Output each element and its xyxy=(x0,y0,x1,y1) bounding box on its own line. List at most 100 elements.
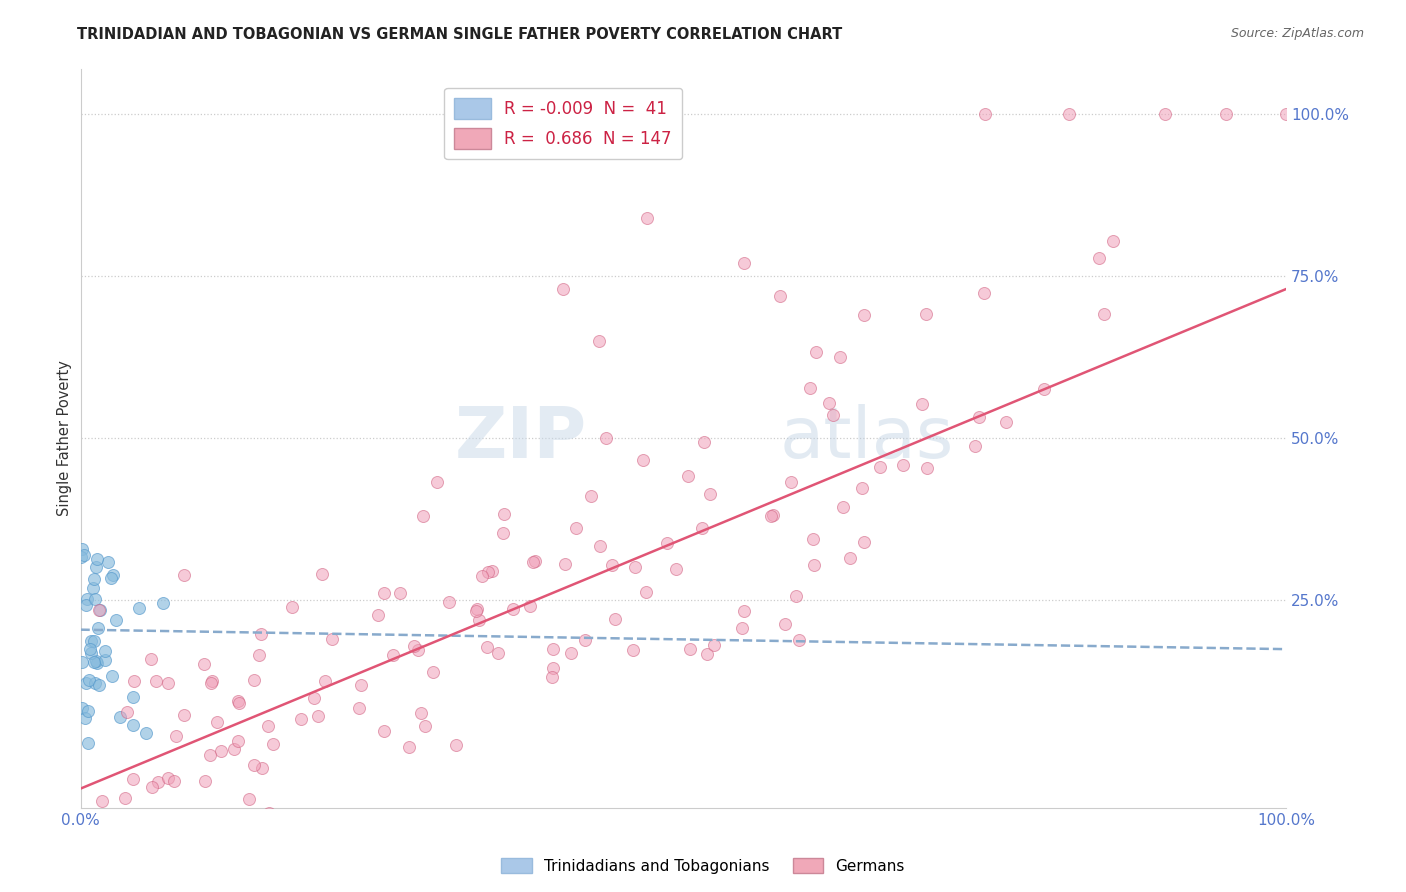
Point xyxy=(262,738,284,752)
Point xyxy=(832,500,855,515)
Point xyxy=(853,308,876,322)
Point xyxy=(1087,251,1109,265)
Point xyxy=(911,397,934,411)
Point xyxy=(492,525,515,540)
Point xyxy=(76,591,98,606)
Point xyxy=(367,607,389,622)
Point xyxy=(524,554,547,568)
Point xyxy=(250,627,273,641)
Point xyxy=(115,706,138,720)
Point xyxy=(624,560,647,574)
Point xyxy=(152,596,174,610)
Point xyxy=(636,211,658,225)
Point xyxy=(238,791,260,805)
Point xyxy=(422,665,444,680)
Point xyxy=(762,508,785,522)
Point xyxy=(373,586,395,600)
Point xyxy=(257,805,280,820)
Point xyxy=(141,651,163,665)
Point xyxy=(75,676,97,690)
Point xyxy=(1057,107,1080,121)
Point xyxy=(915,307,938,321)
Point xyxy=(803,532,825,546)
Point xyxy=(522,555,544,569)
Point xyxy=(222,742,245,756)
Point xyxy=(249,648,271,662)
Point xyxy=(869,460,891,475)
Point xyxy=(541,642,564,657)
Point xyxy=(141,780,163,794)
Point xyxy=(72,549,94,563)
Point xyxy=(851,481,873,495)
Point xyxy=(759,509,782,524)
Point xyxy=(481,564,503,578)
Point xyxy=(731,621,754,635)
Point xyxy=(830,350,852,364)
Point xyxy=(780,475,803,489)
Point xyxy=(198,747,221,762)
Point xyxy=(402,640,425,654)
Point xyxy=(84,676,107,690)
Point xyxy=(733,604,755,618)
Point xyxy=(733,256,755,270)
Point xyxy=(785,589,807,603)
Point xyxy=(86,656,108,670)
Point xyxy=(84,654,107,668)
Point xyxy=(804,345,827,359)
Point xyxy=(226,734,249,748)
Point xyxy=(169,830,191,845)
Point xyxy=(302,690,325,705)
Point xyxy=(595,431,617,445)
Point xyxy=(75,598,97,612)
Point xyxy=(373,724,395,739)
Point xyxy=(773,616,796,631)
Point xyxy=(200,675,222,690)
Point xyxy=(655,535,678,549)
Point xyxy=(143,833,166,847)
Point xyxy=(350,678,373,692)
Point xyxy=(173,568,195,582)
Point xyxy=(398,740,420,755)
Point xyxy=(799,381,821,395)
Point xyxy=(83,591,105,606)
Y-axis label: Single Father Poverty: Single Father Poverty xyxy=(58,360,72,516)
Point xyxy=(256,719,278,733)
Point xyxy=(588,334,610,348)
Point xyxy=(574,633,596,648)
Text: TRINIDADIAN AND TOBAGONIAN VS GERMAN SINGLE FATHER POVERTY CORRELATION CHART: TRINIDADIAN AND TOBAGONIAN VS GERMAN SIN… xyxy=(77,27,842,42)
Point xyxy=(79,641,101,656)
Point xyxy=(70,656,93,670)
Point xyxy=(90,794,112,808)
Point xyxy=(75,711,97,725)
Point xyxy=(579,489,602,503)
Point xyxy=(290,712,312,726)
Point xyxy=(1215,107,1237,121)
Point xyxy=(83,573,105,587)
Point xyxy=(564,521,586,535)
Point xyxy=(226,693,249,707)
Point xyxy=(165,729,187,743)
Point xyxy=(600,558,623,573)
Point xyxy=(465,602,488,616)
Point xyxy=(477,640,499,654)
Point xyxy=(82,581,104,595)
Point xyxy=(963,438,986,452)
Point xyxy=(89,603,111,617)
Point xyxy=(145,673,167,688)
Point xyxy=(121,772,143,787)
Point xyxy=(696,647,718,661)
Point xyxy=(502,601,524,615)
Point xyxy=(769,288,792,302)
Point xyxy=(205,821,228,835)
Point xyxy=(314,673,336,688)
Point xyxy=(347,701,370,715)
Point xyxy=(173,707,195,722)
Point xyxy=(543,661,565,675)
Point xyxy=(477,566,499,580)
Point xyxy=(70,541,93,556)
Point xyxy=(194,773,217,788)
Legend: R = -0.009  N =  41, R =  0.686  N = 147: R = -0.009 N = 41, R = 0.686 N = 147 xyxy=(444,88,682,159)
Point xyxy=(80,634,103,648)
Point xyxy=(70,701,93,715)
Point xyxy=(325,833,347,847)
